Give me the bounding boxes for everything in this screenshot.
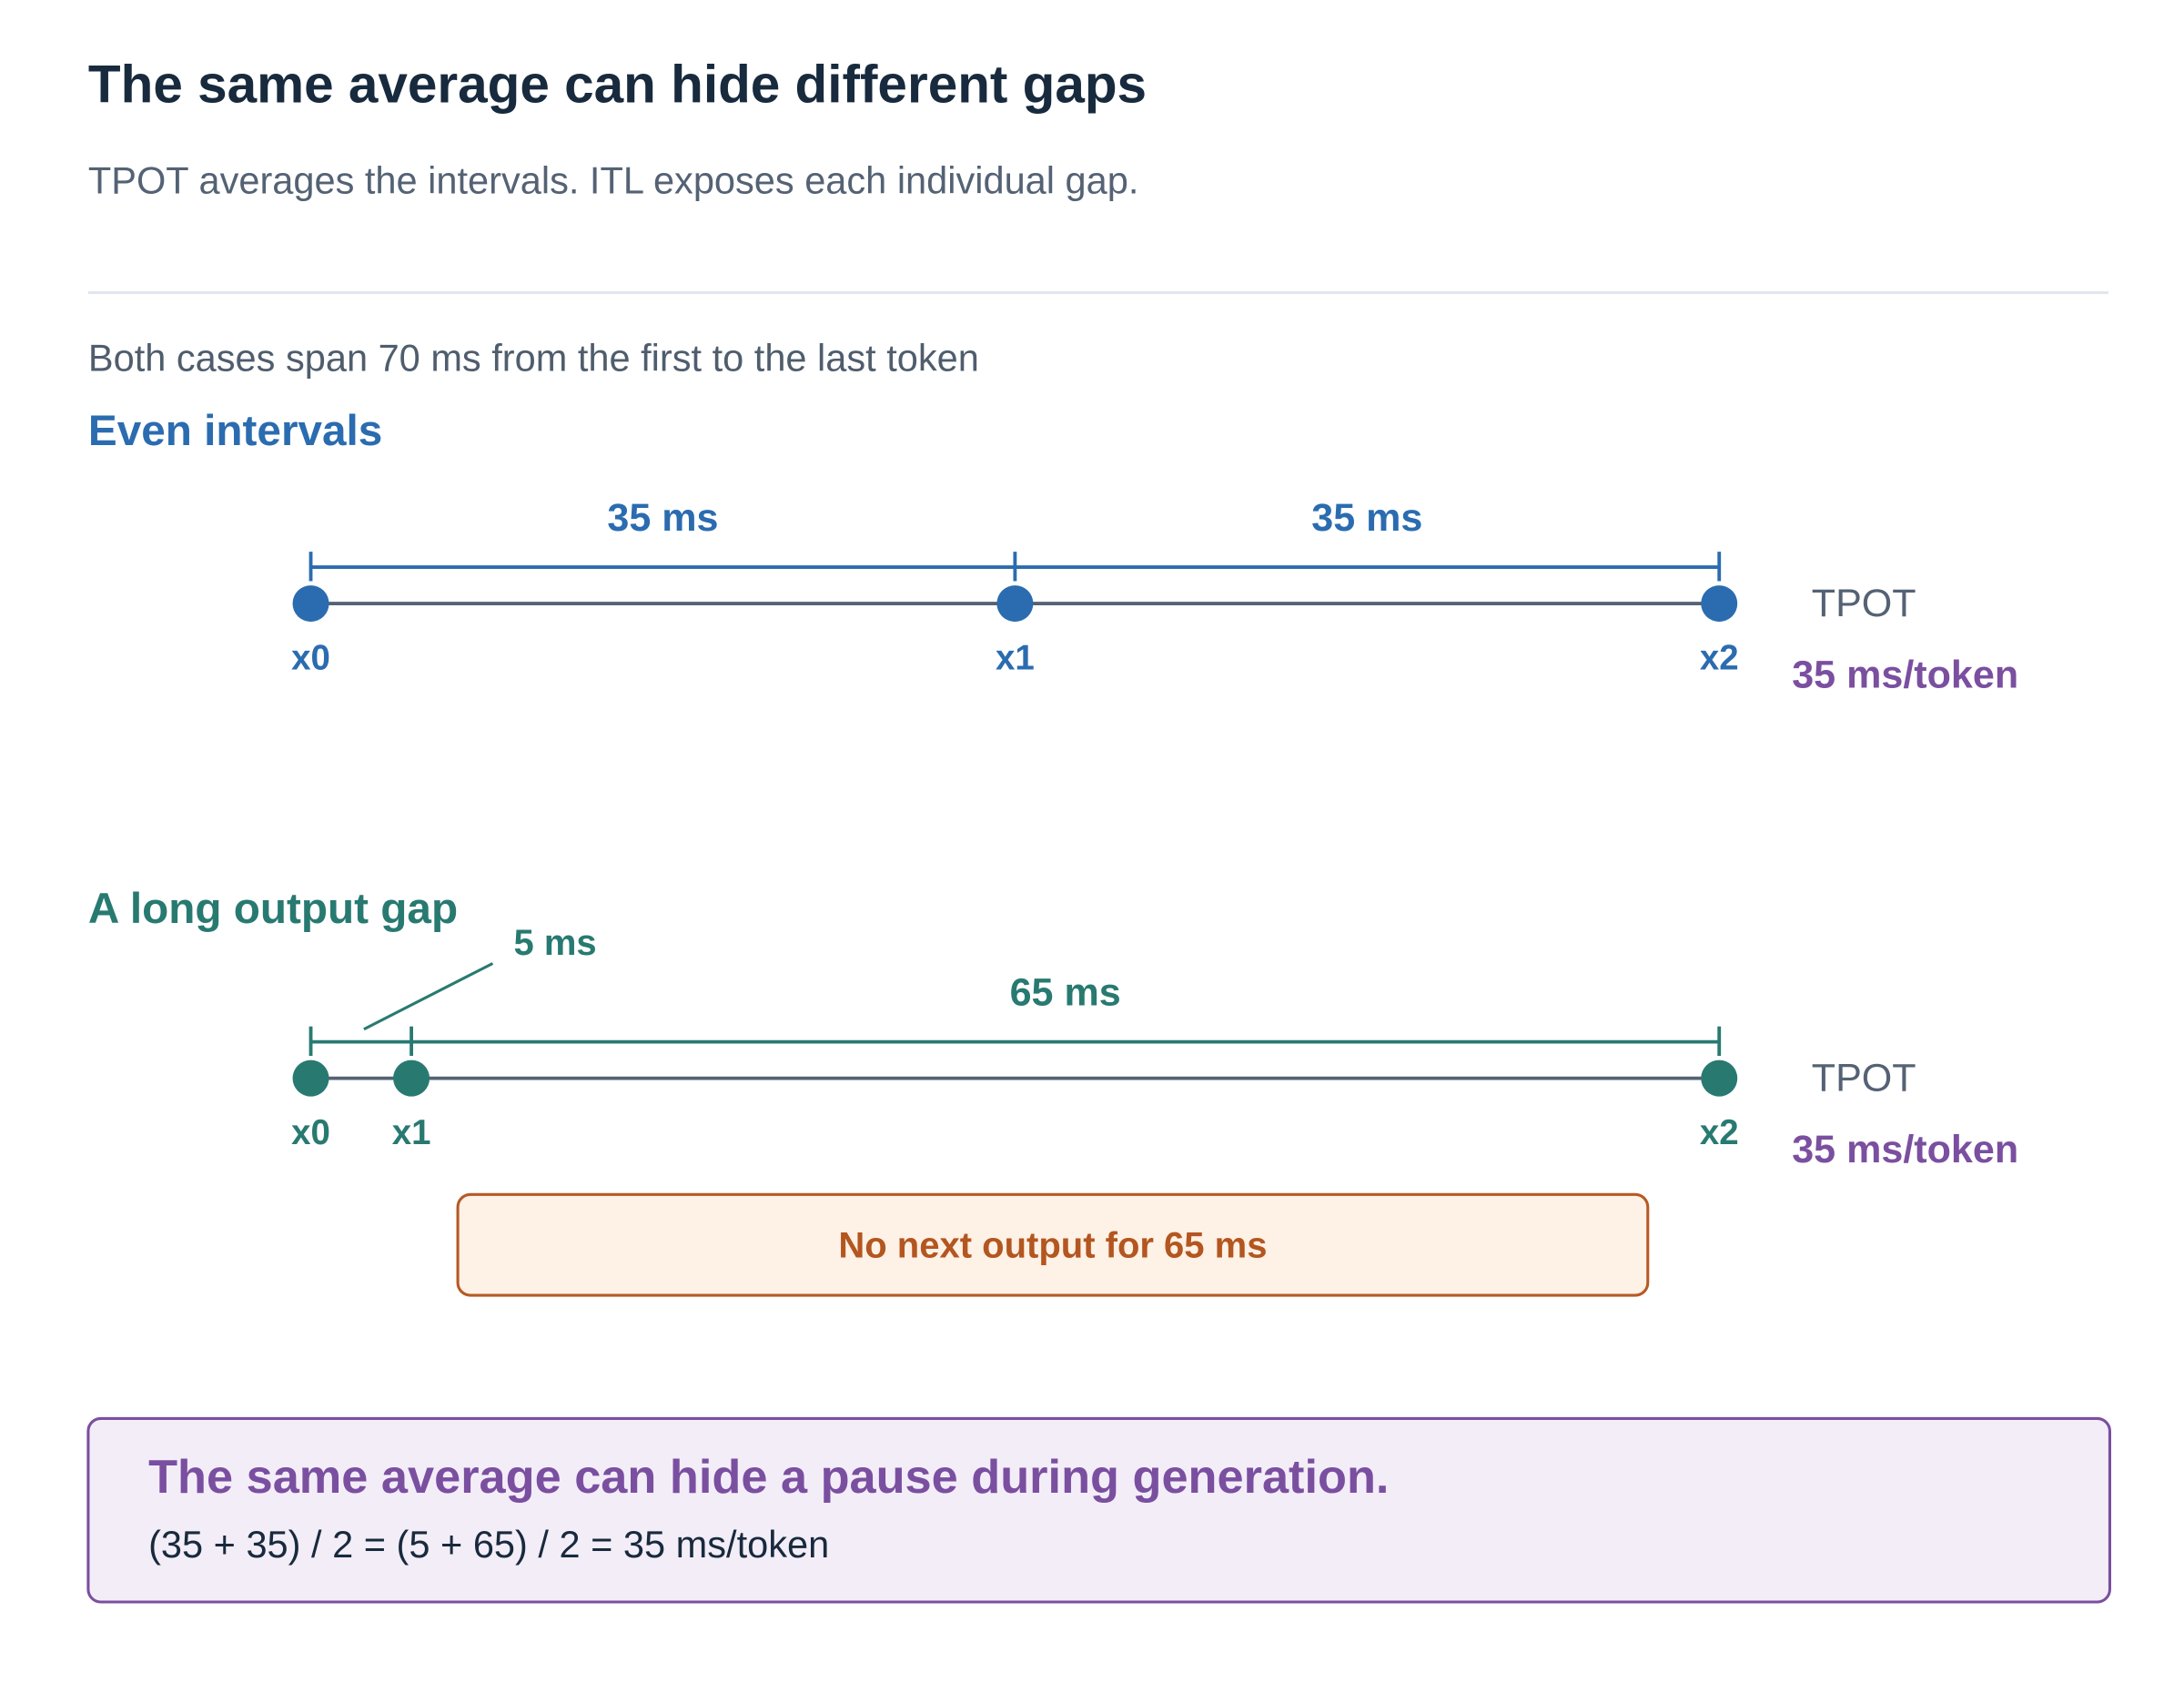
interval-label-gap-1: 65 ms bbox=[1010, 971, 1121, 1015]
interval-leader-gap-0 bbox=[363, 962, 494, 1031]
token-label-gap-1: x1 bbox=[392, 1113, 431, 1152]
token-label-even-2: x2 bbox=[1700, 638, 1739, 677]
page-title: The same average can hide different gaps bbox=[87, 56, 1148, 116]
token-dot-gap-0 bbox=[292, 1059, 329, 1097]
token-dot-gap-2 bbox=[1701, 1059, 1738, 1097]
token-label-even-0: x0 bbox=[291, 638, 330, 677]
case-title-gap: A long output gap bbox=[87, 883, 459, 933]
case-title-even: Even intervals bbox=[87, 406, 383, 455]
summary-formula: (35 + 35) / 2 = (5 + 65) / 2 = 35 ms/tok… bbox=[148, 1523, 830, 1566]
gap-note-text: No next output for 65 ms bbox=[838, 1222, 1268, 1265]
token-dot-even-1 bbox=[996, 585, 1034, 623]
metric-value-gap: 35 ms/token bbox=[1792, 1128, 2018, 1171]
timeline-diagram: x0 x1 x2 35 ms 35 ms TPOT 35 ms/token x0 x1 x2 5 m… bbox=[291, 496, 2018, 1171]
metric-label-even: TPOT bbox=[1812, 582, 1916, 625]
token-dot-even-0 bbox=[292, 585, 329, 623]
page-subtitle: TPOT averages the intervals. ITL exposes… bbox=[87, 159, 1139, 202]
token-label-gap-2: x2 bbox=[1700, 1113, 1739, 1152]
token-dot-gap-1 bbox=[393, 1059, 430, 1097]
token-label-even-1: x1 bbox=[996, 638, 1035, 677]
gap-note-box: No next output for 65 ms bbox=[456, 1192, 1650, 1297]
summary-title: The same average can hide a pause during… bbox=[148, 1450, 1390, 1505]
metric-value-even: 35 ms/token bbox=[1792, 653, 2018, 696]
interval-label-even-0: 35 ms bbox=[607, 496, 718, 540]
span-note: Both cases span 70 ms from the first to … bbox=[87, 337, 979, 380]
metric-label-gap: TPOT bbox=[1812, 1056, 1916, 1100]
summary-box: The same average can hide a pause during… bbox=[86, 1416, 2111, 1604]
divider bbox=[87, 290, 2108, 295]
interval-label-gap-0: 5 ms bbox=[514, 923, 597, 963]
interval-label-even-1: 35 ms bbox=[1311, 496, 1422, 540]
token-label-gap-0: x0 bbox=[291, 1113, 330, 1152]
token-dot-even-2 bbox=[1701, 585, 1738, 623]
